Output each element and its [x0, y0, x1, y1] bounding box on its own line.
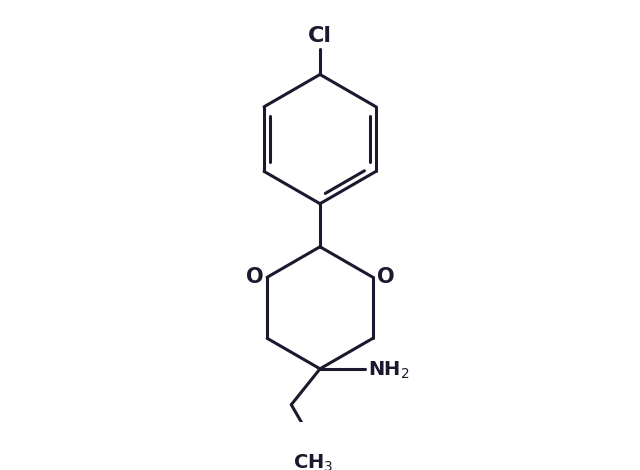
Text: CH$_3$: CH$_3$: [292, 453, 333, 470]
Text: Cl: Cl: [308, 26, 332, 46]
Text: O: O: [246, 267, 264, 287]
Text: O: O: [376, 267, 394, 287]
Text: NH$_2$: NH$_2$: [369, 360, 410, 381]
